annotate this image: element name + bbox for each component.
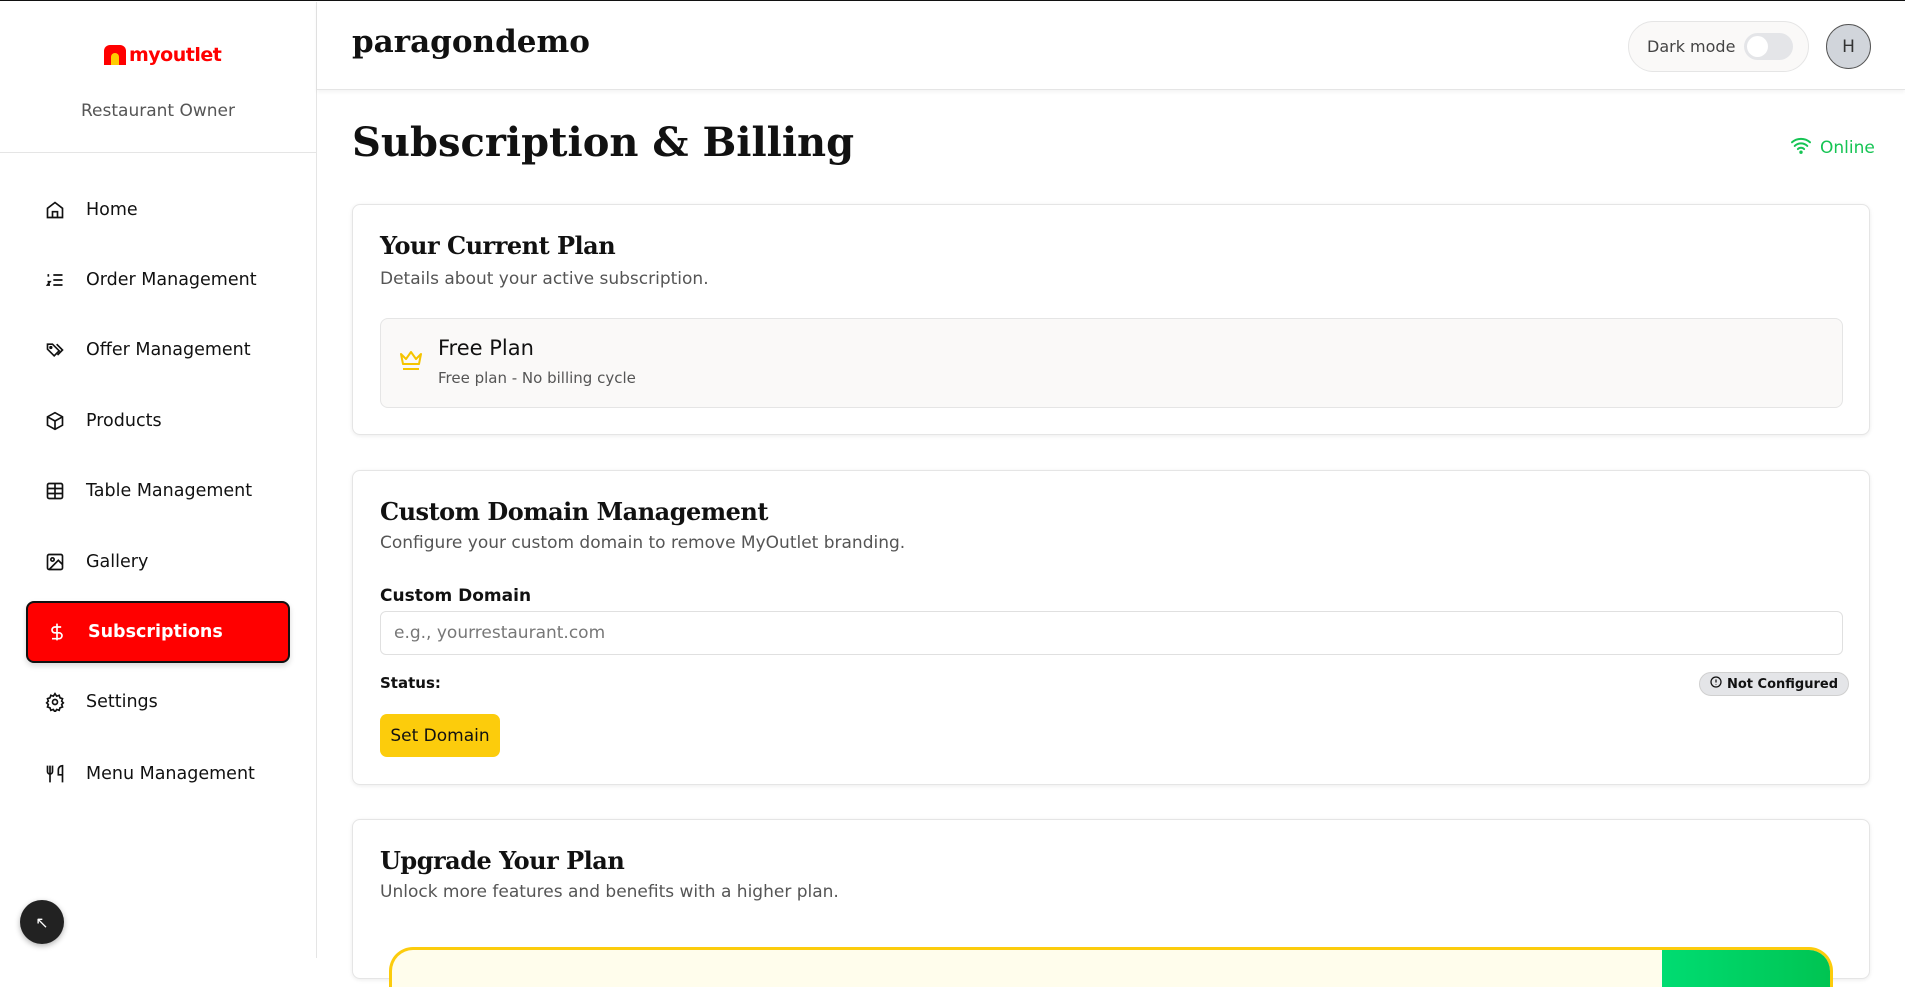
top-header: paragondemo Dark mode H [317,2,1905,90]
sidebar-item-order-management[interactable]: Order Management [26,249,290,311]
upgrade-plan-option[interactable] [389,947,1833,987]
logo[interactable]: myoutlet [104,44,222,66]
sidebar-item-label: Home [86,200,138,220]
status-badge: Not Configured [1699,672,1850,696]
logo-mark [104,45,126,65]
table-icon [44,480,66,502]
sidebar-item-gallery[interactable]: Gallery [26,531,290,593]
package-icon [44,410,66,432]
wifi-icon [1790,136,1812,159]
sidebar-item-settings[interactable]: Settings [26,671,290,733]
plan-box: Free Plan Free plan - No billing cycle [380,318,1843,408]
divider [0,152,316,153]
set-domain-button[interactable]: Set Domain [380,714,500,757]
upgrade-plan-card: Upgrade Your Plan Unlock more features a… [352,819,1870,987]
utensils-icon [44,763,66,785]
plan-description: Free plan - No billing cycle [438,369,636,387]
sidebar-item-label: Table Management [86,481,253,501]
sidebar-item-menu-management[interactable]: Menu Management [26,743,290,805]
status-badge-text: Not Configured [1727,676,1839,692]
sidebar-item-home[interactable]: Home [26,179,290,241]
sidebar-item-products[interactable]: Products [26,390,290,452]
avatar[interactable]: H [1826,24,1871,69]
page-title: Subscription & Billing [352,119,855,166]
sidebar: myoutlet Restaurant Owner Home Order Man… [0,2,317,958]
card-subtitle: Unlock more features and benefits with a… [380,882,839,902]
plan-highlight [1662,950,1830,987]
current-plan-card: Your Current Plan Details about your act… [352,204,1870,435]
status-text: Online [1820,137,1875,158]
custom-domain-label: Custom Domain [380,586,532,606]
home-icon [44,199,66,221]
card-subtitle: Details about your active subscription. [380,269,709,289]
info-icon [1710,676,1722,692]
sidebar-item-offer-management[interactable]: Offer Management [26,319,290,381]
card-title: Custom Domain Management [380,497,768,526]
cursor-icon: ↖ [35,912,49,932]
sidebar-item-label: Subscriptions [88,622,223,642]
sidebar-item-table-management[interactable]: Table Management [26,460,290,522]
sidebar-item-label: Menu Management [86,764,255,784]
custom-domain-input[interactable] [380,611,1843,655]
sidebar-item-label: Gallery [86,552,149,572]
plan-name: Free Plan [438,336,534,360]
gear-icon [44,691,66,713]
online-status: Online [1790,136,1875,159]
sidebar-item-label: Order Management [86,270,257,290]
store-name: paragondemo [352,24,590,60]
dark-mode-label: Dark mode [1647,37,1736,56]
sidebar-item-label: Settings [86,692,158,712]
assistant-button[interactable]: ↖ [20,900,64,944]
card-title: Upgrade Your Plan [380,846,625,875]
sidebar-item-label: Products [86,411,162,431]
user-role: Restaurant Owner [81,101,235,121]
dollar-icon [46,621,68,643]
list-ordered-icon [44,269,66,291]
image-icon [44,551,66,573]
card-subtitle: Configure your custom domain to remove M… [380,533,906,553]
sidebar-item-label: Offer Management [86,340,251,360]
tags-icon [44,339,66,361]
card-title: Your Current Plan [380,231,616,260]
crown-icon [399,349,423,375]
custom-domain-card: Custom Domain Management Configure your … [352,470,1870,785]
status-label: Status: [380,674,441,692]
dark-mode-toggle[interactable]: Dark mode [1628,21,1809,72]
sidebar-item-subscriptions[interactable]: Subscriptions [26,601,290,663]
logo-text: myoutlet [129,44,222,66]
toggle-switch[interactable] [1744,33,1794,60]
